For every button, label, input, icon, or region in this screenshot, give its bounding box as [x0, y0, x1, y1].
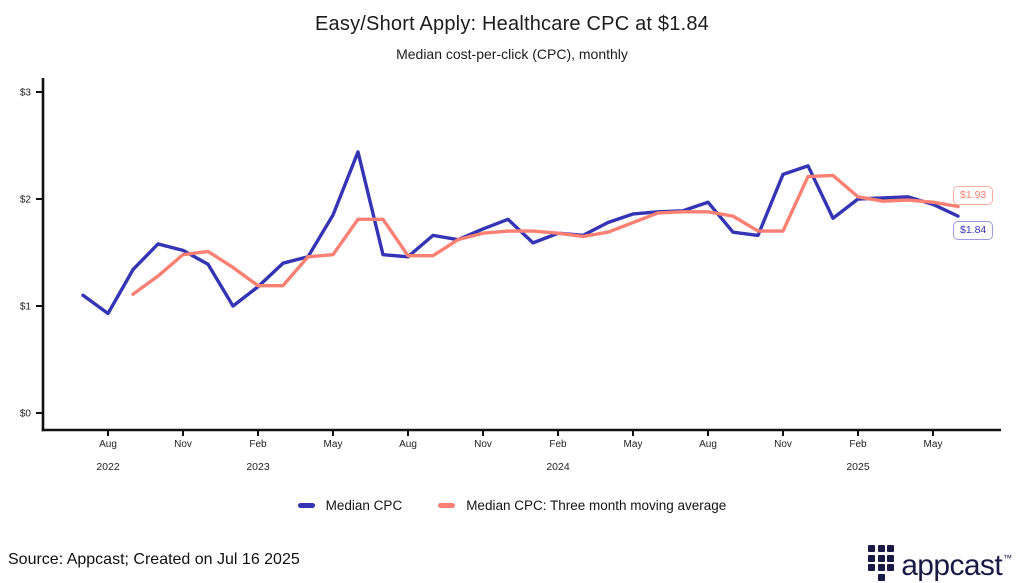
y-tick-label: $3	[20, 88, 32, 99]
x-tick-label: May	[324, 439, 343, 450]
legend-item-moving-average: Median CPC: Three month moving average	[438, 498, 726, 513]
legend-label-moving-average: Median CPC: Three month moving average	[466, 498, 727, 513]
chart-title: Easy/Short Apply: Healthcare CPC at $1.8…	[315, 13, 709, 35]
x-tick-label: Aug	[699, 439, 717, 450]
year-label: 2023	[246, 461, 270, 473]
appcast-logo: appcast™	[868, 541, 1012, 583]
legend-item-median-cpc: Median CPC	[297, 498, 403, 513]
x-tick-label: May	[624, 439, 643, 450]
legend-label-median-cpc: Median CPC	[325, 498, 403, 513]
x-tick-label: May	[924, 439, 943, 450]
x-tick-label: Nov	[774, 439, 792, 450]
moving-average-swatch-icon	[438, 503, 456, 508]
year-label: 2025	[846, 461, 870, 473]
chart-legend: Median CPC Median CPC: Three month movin…	[0, 498, 1024, 513]
moving-average-end-value-badge: $1.93	[953, 186, 994, 205]
x-tick-label: Aug	[99, 439, 117, 450]
y-tick-label: $2	[20, 195, 32, 206]
appcast-logo-mark-icon	[868, 545, 895, 581]
chart-subtitle: Median cost-per-click (CPC), monthly	[396, 46, 628, 62]
y-tick-label: $1	[20, 302, 32, 313]
x-tick-label: Feb	[249, 439, 267, 450]
year-label: 2024	[546, 461, 570, 473]
y-tick-label: $0	[20, 409, 32, 420]
x-tick-label: Aug	[399, 439, 417, 450]
x-tick-label: Nov	[174, 439, 192, 450]
cpc-line-chart: $0 $1 $2 $3 Aug Nov Feb May Aug Nov Feb May Aug Nov Fe…	[20, 78, 1001, 473]
source-note: Source: Appcast; Created on Jul 16 2025	[8, 551, 300, 568]
x-tick-label: Feb	[849, 439, 867, 450]
median-cpc-swatch-icon	[297, 503, 315, 508]
x-tick-label: Feb	[549, 439, 567, 450]
median-cpc-end-value-badge: $1.84	[953, 221, 994, 240]
median-cpc-three-month-moving-average-line	[131, 173, 960, 296]
trademark-symbol: ™	[1003, 553, 1012, 563]
year-label: 2022	[96, 461, 120, 473]
x-tick-label: Nov	[474, 439, 492, 450]
appcast-logo-text: appcast™	[901, 549, 1012, 582]
